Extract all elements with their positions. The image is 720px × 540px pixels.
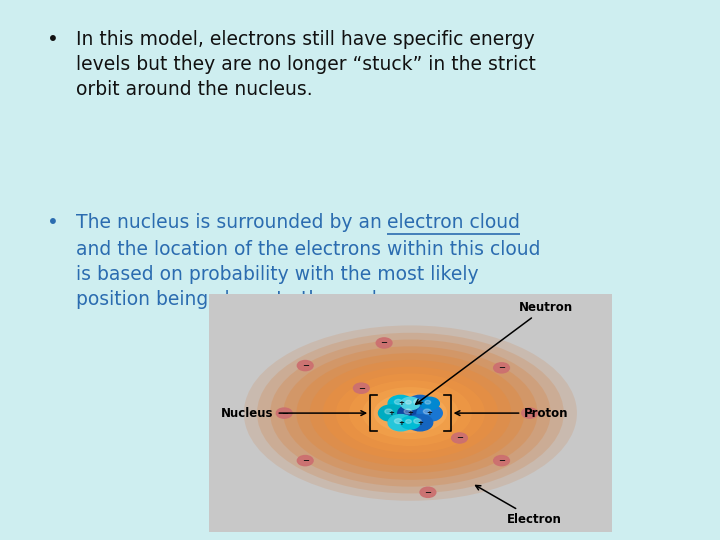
Ellipse shape	[244, 326, 577, 501]
Ellipse shape	[384, 400, 437, 427]
Text: Neutron: Neutron	[415, 301, 573, 404]
Text: electron cloud: electron cloud	[387, 213, 521, 232]
Circle shape	[408, 415, 433, 431]
Circle shape	[494, 363, 510, 373]
Ellipse shape	[374, 393, 447, 433]
Text: −: −	[302, 361, 309, 370]
Text: +: +	[398, 401, 404, 407]
Text: −: −	[358, 384, 365, 393]
Circle shape	[384, 409, 392, 414]
Ellipse shape	[393, 404, 428, 422]
Ellipse shape	[400, 408, 421, 418]
Circle shape	[423, 409, 431, 414]
Circle shape	[420, 487, 436, 497]
Ellipse shape	[323, 367, 498, 460]
Circle shape	[414, 400, 421, 404]
Text: −: −	[281, 409, 288, 417]
Text: •: •	[47, 30, 58, 49]
Ellipse shape	[270, 340, 551, 487]
Circle shape	[388, 415, 413, 431]
Text: −: −	[302, 456, 309, 465]
Ellipse shape	[336, 374, 485, 453]
Text: +: +	[388, 410, 394, 416]
Ellipse shape	[283, 346, 538, 480]
Circle shape	[297, 456, 313, 465]
Text: +: +	[417, 420, 423, 426]
Text: +: +	[398, 420, 404, 426]
Text: Proton: Proton	[455, 407, 569, 420]
Circle shape	[417, 405, 442, 421]
Circle shape	[420, 397, 439, 410]
Text: −: −	[498, 456, 505, 465]
Text: −: −	[526, 409, 533, 417]
Text: +: +	[408, 410, 413, 416]
Ellipse shape	[349, 380, 472, 446]
Circle shape	[408, 395, 433, 411]
Circle shape	[494, 456, 510, 465]
Circle shape	[276, 408, 292, 418]
Circle shape	[451, 433, 467, 443]
Circle shape	[354, 383, 369, 393]
Text: Electron: Electron	[476, 485, 562, 525]
Text: Nucleus: Nucleus	[221, 407, 366, 420]
Text: +: +	[427, 410, 433, 416]
Ellipse shape	[362, 387, 459, 439]
Text: In this model, electrons still have specific energy
levels but they are no longe: In this model, electrons still have spec…	[76, 30, 536, 99]
Circle shape	[377, 338, 392, 348]
Circle shape	[405, 420, 411, 423]
Text: −: −	[381, 339, 387, 347]
Text: +: +	[417, 401, 423, 407]
Text: −: −	[424, 488, 431, 497]
Circle shape	[522, 408, 538, 418]
Circle shape	[425, 400, 431, 404]
Circle shape	[297, 361, 313, 370]
Circle shape	[397, 405, 423, 421]
Circle shape	[405, 400, 411, 404]
Text: −: −	[456, 434, 463, 442]
Ellipse shape	[297, 353, 524, 473]
Circle shape	[395, 400, 402, 404]
Text: •: •	[47, 213, 58, 232]
Circle shape	[414, 418, 421, 423]
Circle shape	[395, 418, 402, 423]
Circle shape	[401, 416, 420, 429]
Circle shape	[404, 409, 412, 414]
Circle shape	[379, 405, 404, 421]
Text: The nucleus is surrounded by an: The nucleus is surrounded by an	[76, 213, 387, 232]
Text: −: −	[498, 363, 505, 373]
Circle shape	[388, 395, 413, 411]
Ellipse shape	[257, 333, 564, 494]
Ellipse shape	[310, 360, 511, 466]
Text: and the location of the electrons within this cloud
is based on probability with: and the location of the electrons within…	[76, 240, 540, 309]
Circle shape	[401, 397, 420, 410]
